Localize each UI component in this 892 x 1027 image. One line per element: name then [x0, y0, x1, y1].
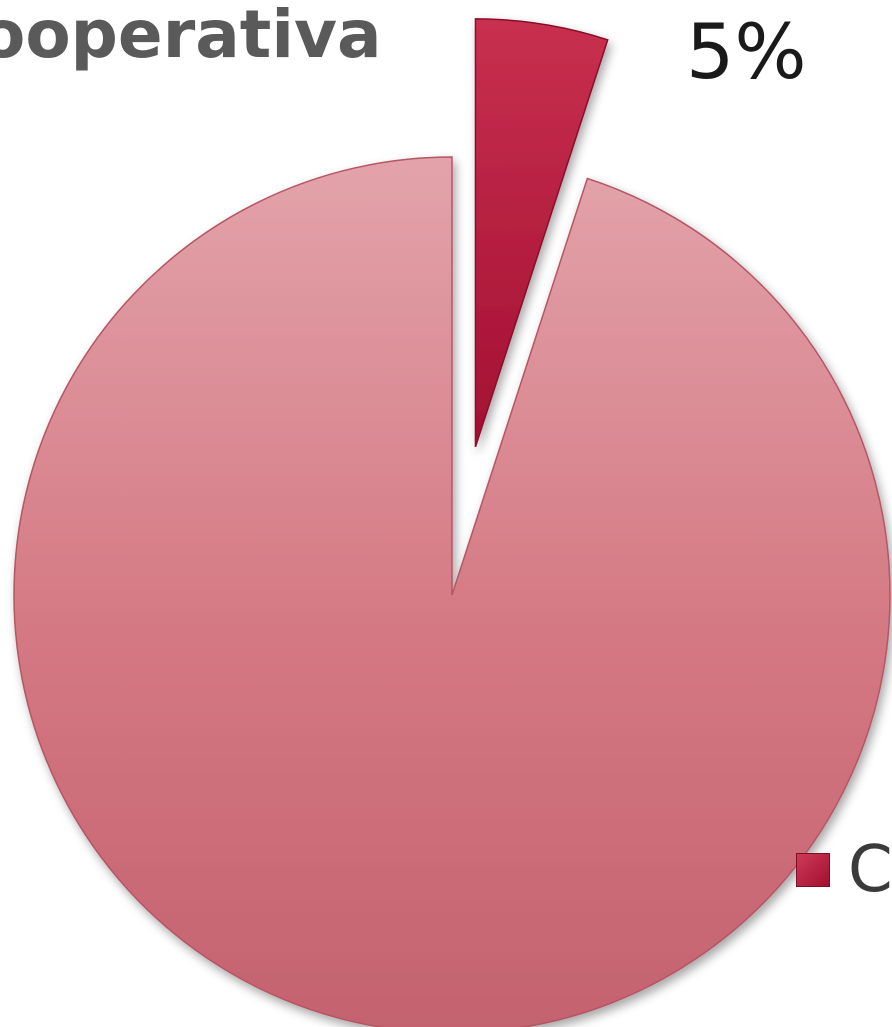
legend-entry-label: C: [848, 833, 892, 907]
pie-slice-large: [13, 156, 891, 1027]
legend-swatch: [796, 853, 830, 887]
pie-slice-small: [474, 18, 609, 448]
slice-label-5-percent: 5%: [686, 7, 807, 96]
legend: C: [796, 838, 892, 902]
chart-title: ooperativa: [0, 0, 382, 73]
